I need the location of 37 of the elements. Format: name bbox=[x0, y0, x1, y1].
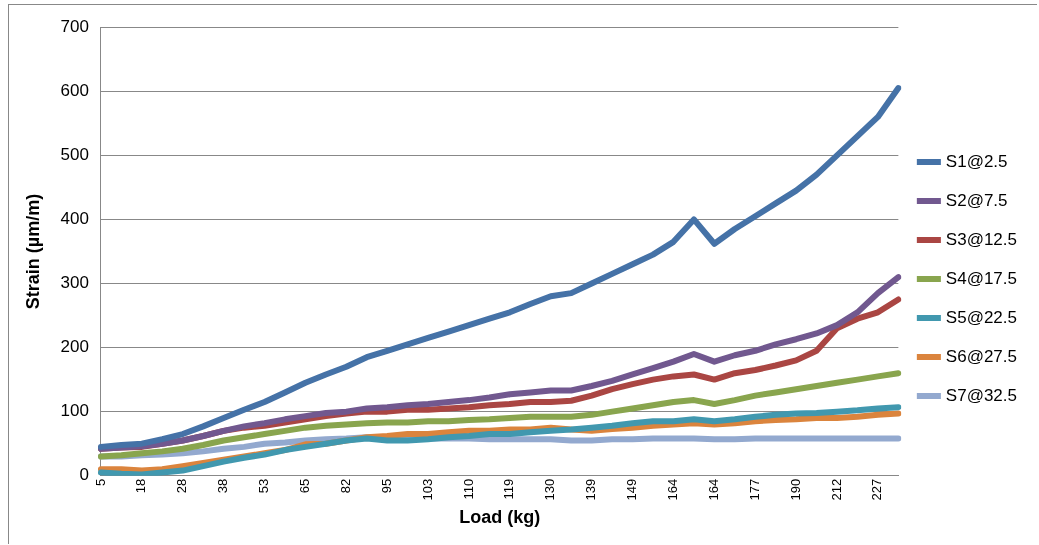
x-tick-label: 190 bbox=[787, 478, 803, 501]
x-tick-label: 130 bbox=[542, 478, 558, 501]
x-tick-label: 95 bbox=[378, 478, 394, 494]
y-tick-label: 400 bbox=[60, 209, 89, 229]
legend-label: S5@22.5 bbox=[945, 307, 1017, 327]
x-tick-label: 119 bbox=[501, 478, 517, 500]
y-tick-label: 100 bbox=[60, 401, 89, 421]
x-tick-label: 28 bbox=[174, 478, 190, 494]
x-tick-label: 212 bbox=[828, 478, 844, 501]
x-tick-label: 139 bbox=[583, 478, 599, 501]
y-tick-label: 600 bbox=[60, 80, 89, 100]
x-tick-label: 103 bbox=[419, 478, 435, 501]
legend-label: S1@2.5 bbox=[945, 151, 1008, 171]
x-tick-label: 82 bbox=[337, 478, 353, 494]
y-axis-title: Strain (µm/m) bbox=[22, 193, 43, 310]
x-tick-label: 110 bbox=[460, 478, 476, 500]
legend-label: S4@17.5 bbox=[945, 268, 1017, 288]
y-tick-label: 700 bbox=[60, 16, 89, 36]
y-tick-label: 500 bbox=[60, 145, 89, 165]
y-tick-label: 300 bbox=[60, 273, 89, 293]
x-axis-title: Load (kg) bbox=[459, 507, 541, 528]
x-tick-label: 38 bbox=[215, 478, 231, 494]
legend-label: S6@27.5 bbox=[945, 346, 1017, 366]
x-tick-label: 18 bbox=[133, 478, 149, 494]
legend-label: S7@32.5 bbox=[945, 385, 1017, 405]
x-tick-label: 177 bbox=[746, 478, 762, 501]
y-tick-label: 0 bbox=[79, 465, 89, 485]
x-tick-label: 5 bbox=[92, 478, 108, 486]
x-tick-label: 164 bbox=[665, 478, 681, 501]
y-tick-label: 200 bbox=[60, 337, 89, 357]
legend-label: S3@12.5 bbox=[945, 229, 1017, 249]
x-tick-label: 227 bbox=[869, 478, 885, 501]
x-tick-label: 164 bbox=[705, 478, 721, 501]
x-tick-label: 65 bbox=[297, 478, 312, 494]
x-tick-label: 53 bbox=[256, 478, 272, 494]
x-tick-label: 149 bbox=[624, 478, 640, 501]
legend-label: S2@7.5 bbox=[945, 190, 1008, 210]
